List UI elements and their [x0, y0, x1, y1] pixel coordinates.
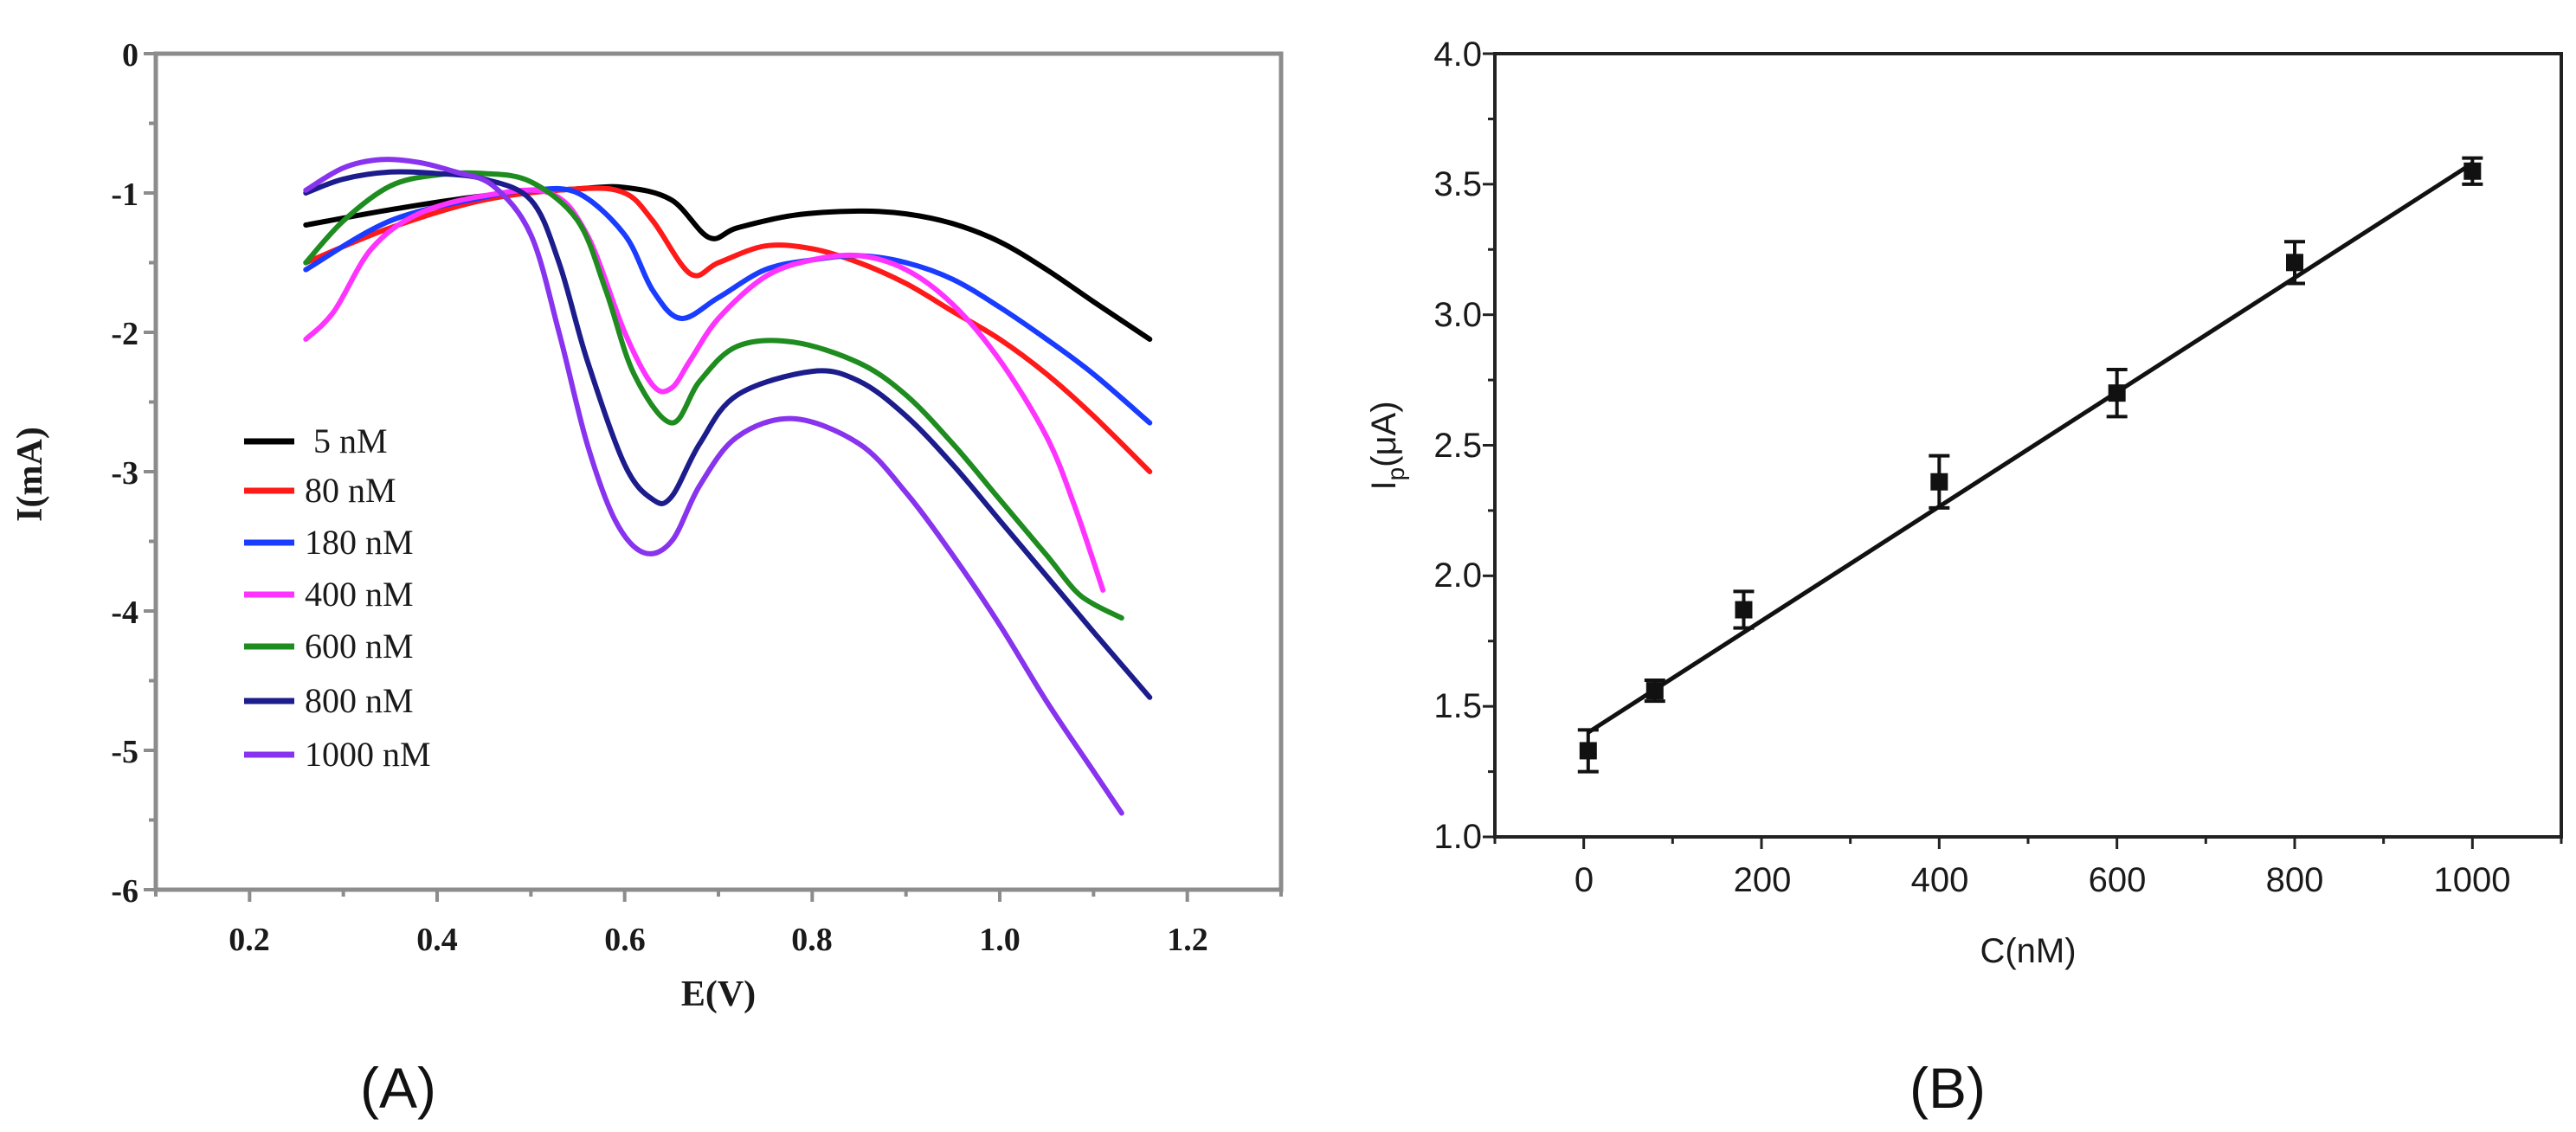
chart-b-xtick-label: 400 — [1911, 861, 1969, 899]
chart-a-ytick-label: -2 — [111, 316, 138, 352]
chart-b-xtick-label: 200 — [1734, 861, 1792, 899]
panel-label-a: (A) — [360, 1056, 436, 1120]
legend-label-400nm: 400 nM — [305, 575, 414, 614]
panel-label-b: (B) — [1909, 1056, 1986, 1120]
chart-b-ylabel-sub: p — [1382, 467, 1409, 481]
chart-a-xtick-label: 0.2 — [229, 922, 270, 958]
chart-b-marks — [1577, 156, 2483, 774]
chart-a-legend: 5 nM 80 nM 180 nM 400 nM 600 nM 800 nM 1… — [244, 421, 431, 774]
series-line-400nm — [303, 187, 1106, 593]
legend-label-800nm: 800 nM — [305, 681, 414, 720]
chart-a-xtick-label: 0.8 — [791, 922, 833, 958]
data-point — [1645, 682, 1664, 700]
chart-b-xtick-label: 0 — [1575, 861, 1594, 899]
data-point — [1579, 742, 1597, 760]
fit-line — [1587, 161, 2474, 735]
chart-a-ticks — [144, 52, 1283, 902]
chart-b-ylabel: Ip(μA) — [1365, 401, 1409, 490]
series-line-800nm — [303, 169, 1153, 700]
chart-b-ticks — [1483, 52, 2563, 849]
chart-a-ytick-label: -4 — [111, 595, 138, 631]
chart-a-xlabel: E(V) — [681, 974, 756, 1014]
chart-b-ytick-label: 1.5 — [1433, 687, 1482, 725]
chart-b-frame — [1493, 52, 2563, 839]
chart-a-ytick-label: -5 — [111, 734, 138, 770]
chart-b-ytick-label: 2.5 — [1433, 427, 1482, 465]
chart-a-ytick-label: -6 — [111, 873, 138, 910]
legend-label-80nm: 80 nM — [305, 471, 396, 510]
chart-a-ylabel: I(mA) — [10, 427, 50, 522]
data-point — [2286, 254, 2303, 272]
chart-b-ytick-label: 3.5 — [1433, 165, 1482, 203]
chart-a-xtick-label: 1.0 — [979, 922, 1021, 958]
chart-a-ytick-label: -3 — [111, 455, 138, 492]
chart-b-xtick-label: 800 — [2266, 861, 2324, 899]
chart-b-ytick-label: 3.0 — [1433, 296, 1482, 334]
chart-b-xlabel: C(nM) — [1980, 932, 2076, 970]
data-point — [1735, 601, 1753, 619]
series-line-1000nm — [303, 157, 1124, 816]
chart-a-curves — [303, 157, 1153, 816]
chart-a-xtick-label: 0.4 — [416, 922, 458, 958]
data-point — [2108, 384, 2126, 402]
chart-a-ytick-label: 0 — [122, 37, 138, 74]
chart-a-xtick-label: 1.2 — [1167, 922, 1208, 958]
chart-b-ytick-label: 1.0 — [1433, 818, 1482, 856]
data-point — [1930, 473, 1948, 491]
chart-b-xtick-label: 600 — [2089, 861, 2147, 899]
chart-a-xtick-label: 0.6 — [604, 922, 646, 958]
chart-b: 1.0 1.5 2.0 2.5 3.0 3.5 4.0 0 200 400 60… — [1365, 35, 2563, 1120]
data-point — [2463, 162, 2482, 180]
chart-b-ylabel-rest: (μA) — [1365, 401, 1403, 466]
chart-b-ytick-label: 2.0 — [1433, 556, 1482, 595]
chart-b-ytick-label: 4.0 — [1433, 35, 1482, 74]
chart-a-ytick-label: -1 — [111, 177, 138, 213]
legend-label-5nm: 5 nM — [305, 421, 388, 460]
chart-b-xtick-label: 1000 — [2434, 861, 2511, 899]
legend-label-1000nm: 1000 nM — [305, 735, 431, 774]
legend-label-180nm: 180 nM — [305, 523, 414, 562]
chart-b-ylabel-main: I — [1365, 480, 1403, 490]
legend-label-600nm: 600 nM — [305, 627, 414, 666]
chart-a: 0 -1 -2 -3 -4 -5 -6 0.2 0.4 0.6 0.8 1.0 … — [10, 37, 1284, 1120]
